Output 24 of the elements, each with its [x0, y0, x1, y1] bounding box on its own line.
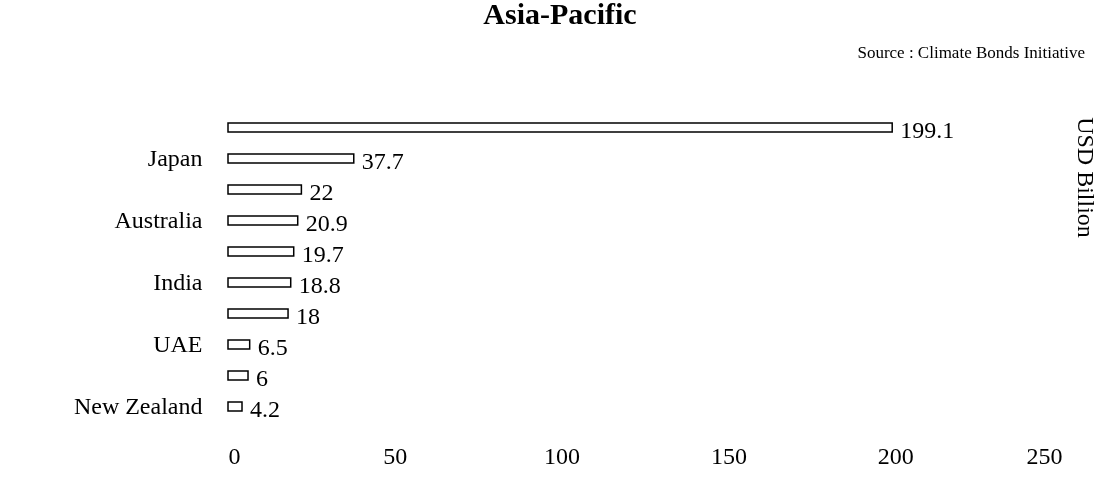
y-tick-label: New Zealand — [73, 392, 203, 419]
source-note: Source : Climate Bonds Initiative — [857, 43, 1085, 62]
y-axis-title: USD Billion — [1072, 117, 1099, 238]
x-tick-label: 200 — [877, 442, 914, 469]
data-label: 18 — [296, 302, 321, 329]
y-tick-label: Japan — [147, 144, 203, 171]
x-tick-label: 100 — [544, 442, 581, 469]
x-tick-label: 150 — [710, 442, 747, 469]
data-label: 6 — [256, 364, 269, 391]
y-tick-label: India — [153, 268, 203, 295]
chart-title: Asia-Pacific — [483, 0, 637, 30]
data-label: 37.7 — [361, 147, 404, 174]
y-tick-label: UAE — [153, 330, 203, 357]
x-tick-label: 50 — [383, 442, 408, 469]
x-tick-label: 250 — [1026, 442, 1063, 469]
data-label: 199.1 — [900, 116, 955, 143]
data-label: 20.9 — [305, 209, 348, 236]
data-label: 22 — [309, 178, 334, 205]
data-label: 18.8 — [298, 271, 341, 298]
y-tick-label: Australia — [114, 206, 203, 233]
x-tick-label: 0 — [228, 442, 241, 469]
data-label: 4.2 — [250, 395, 281, 422]
data-label: 19.7 — [301, 240, 344, 267]
data-label: 6.5 — [257, 333, 288, 360]
